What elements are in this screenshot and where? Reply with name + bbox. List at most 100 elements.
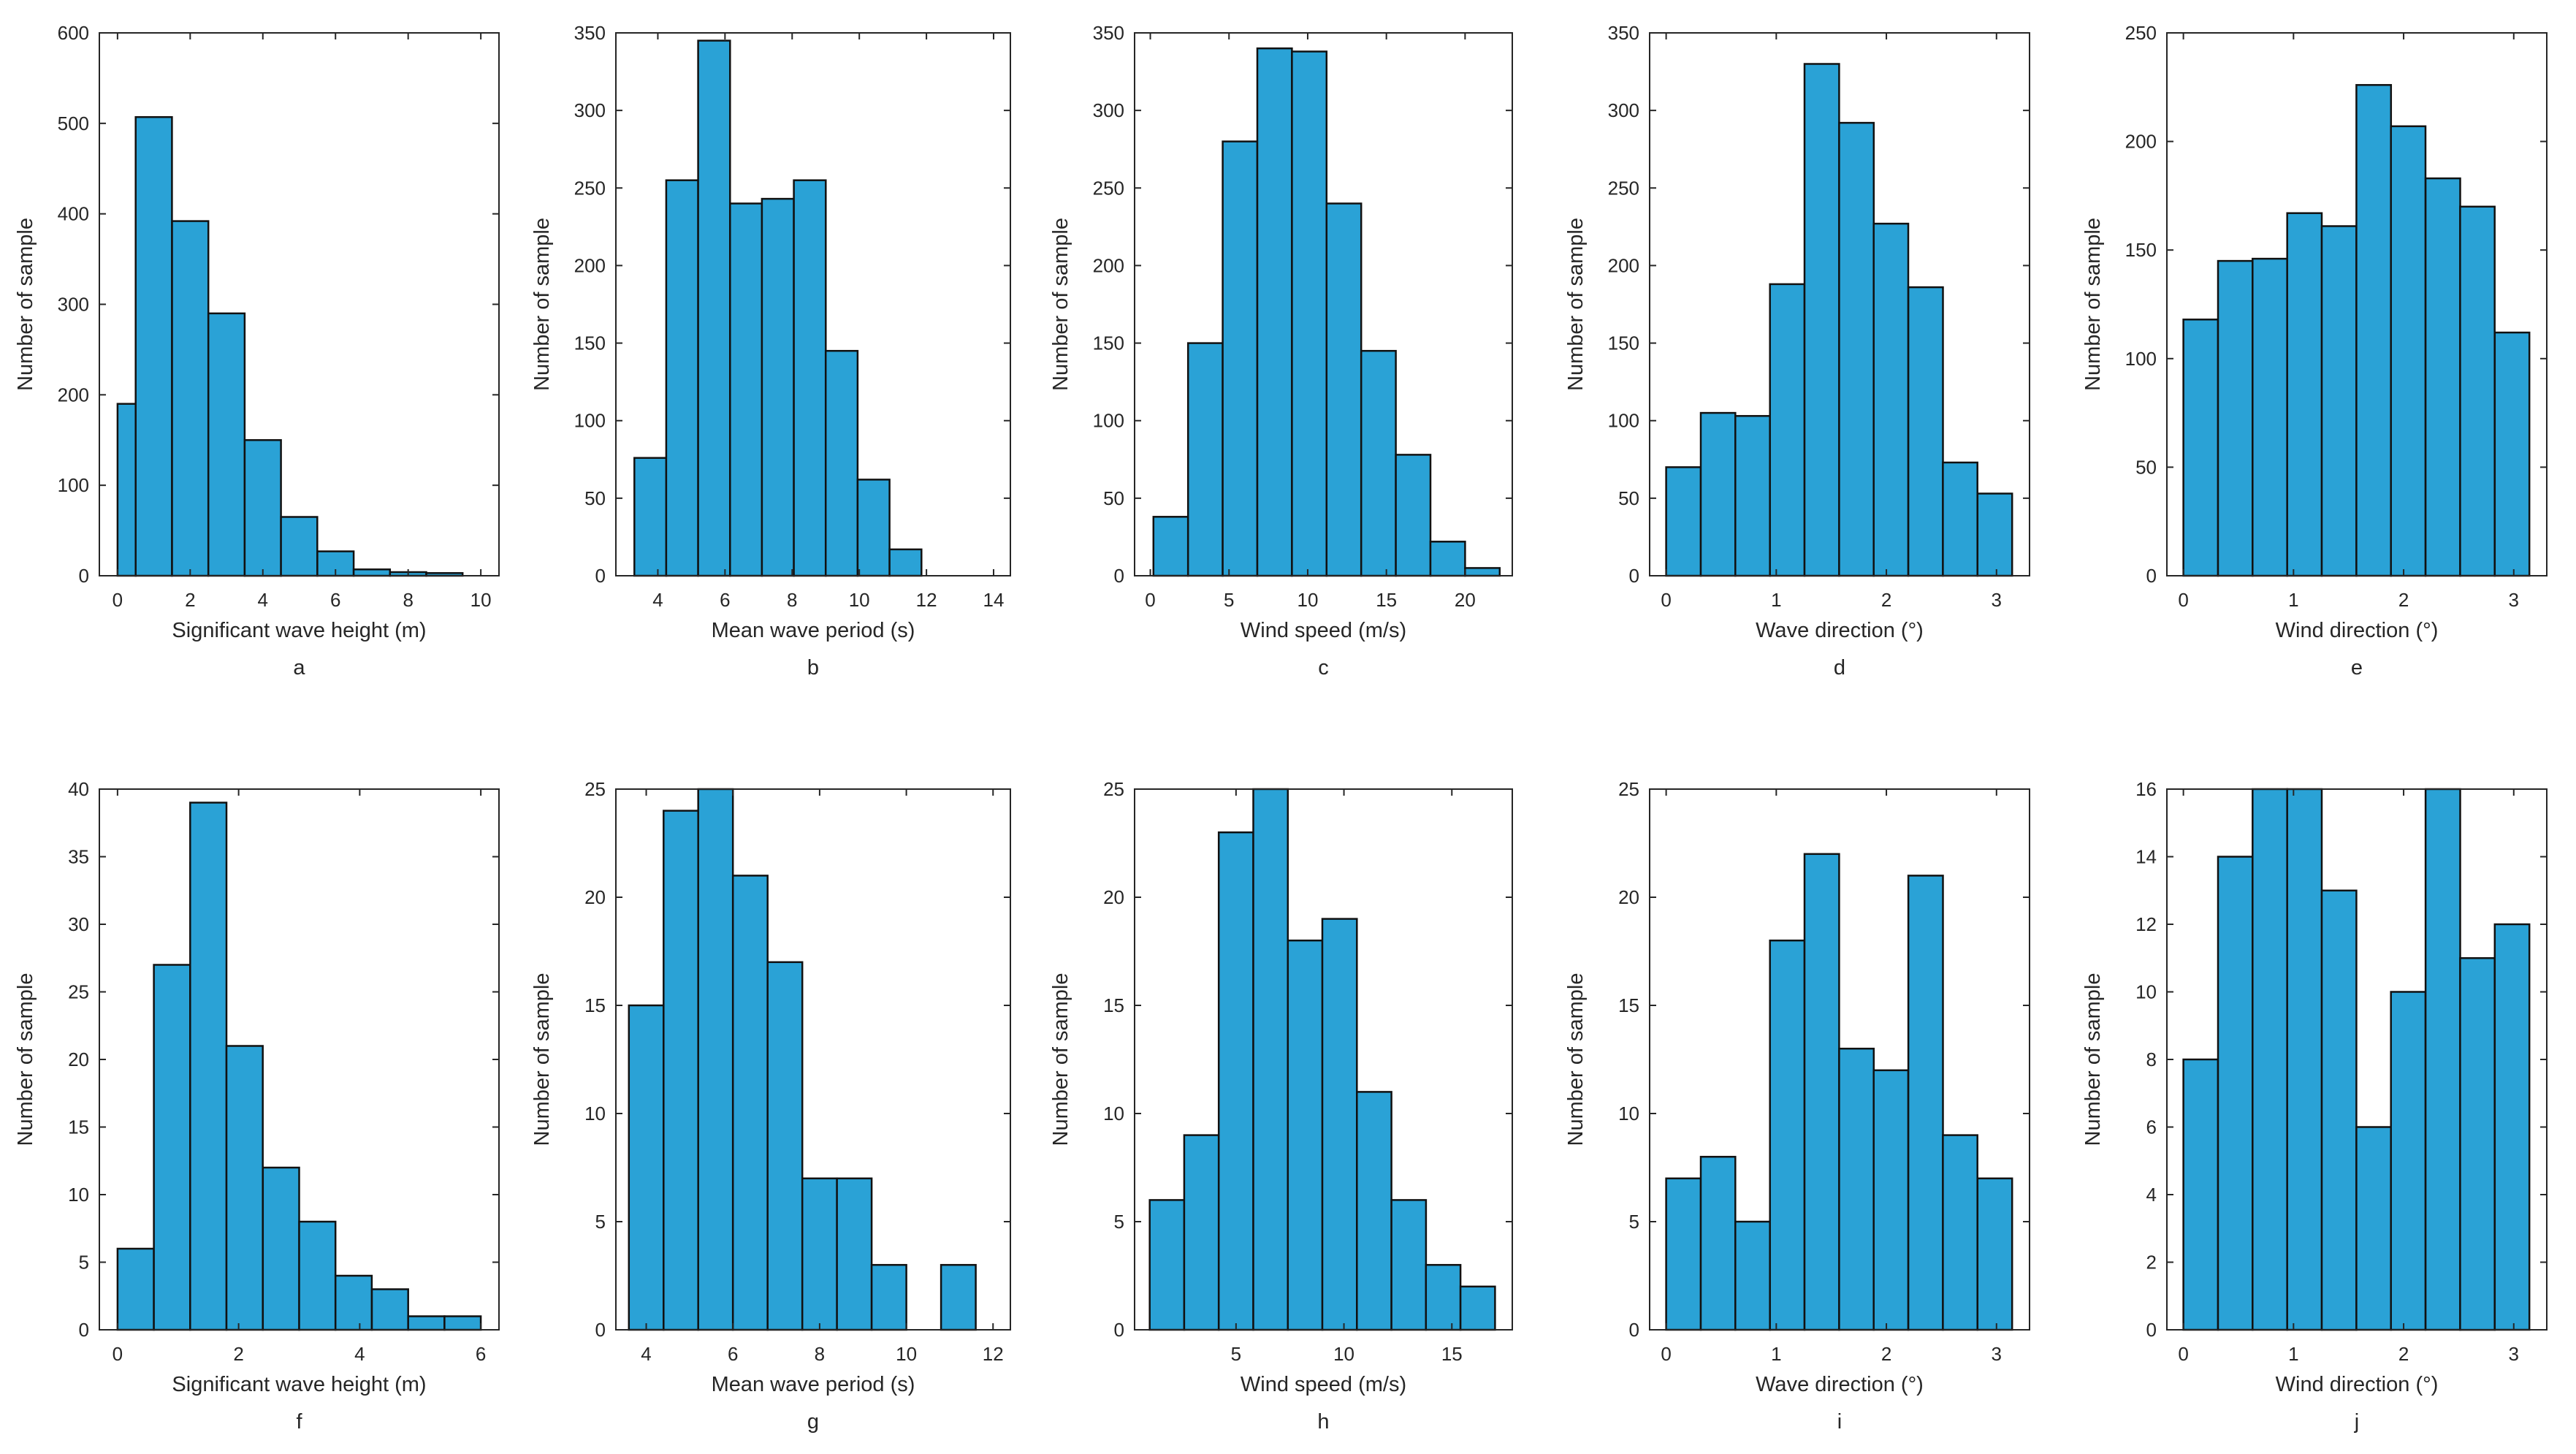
- x-axis-label: Wind direction (°): [2276, 1373, 2439, 1396]
- bar: [2424, 788, 2461, 1331]
- bar: [2182, 1058, 2219, 1331]
- bar: [940, 1263, 977, 1331]
- x-tick-label: 5: [1231, 1343, 1241, 1365]
- y-tick-label: 350: [1608, 22, 1639, 44]
- y-tick-label: 5: [1629, 1211, 1639, 1233]
- y-tick-label: 50: [1618, 487, 1639, 509]
- y-tick-label: 25: [1618, 778, 1639, 800]
- bar: [443, 1315, 482, 1331]
- y-tick-label: 500: [58, 113, 89, 134]
- x-tick-label: 2: [2398, 589, 2409, 611]
- y-tick-label: 14: [2135, 846, 2157, 868]
- bar: [1425, 1263, 1462, 1331]
- y-tick-label: 200: [1093, 254, 1124, 276]
- bar: [665, 179, 699, 577]
- x-tick-label: 2: [1881, 1343, 1891, 1365]
- axes-box: [1134, 788, 1513, 1331]
- x-tick-label: 12: [983, 1343, 1004, 1365]
- bar: [2286, 788, 2323, 1331]
- y-tick-label: 200: [58, 384, 89, 406]
- y-tick-label: 150: [1093, 332, 1124, 354]
- bar: [1803, 853, 1840, 1331]
- bar: [793, 179, 827, 577]
- bar: [1907, 286, 1944, 577]
- bar: [407, 1315, 446, 1331]
- bar: [2493, 923, 2531, 1331]
- y-tick-label: 300: [58, 294, 89, 316]
- bar: [1222, 140, 1259, 577]
- y-tick-label: 0: [1629, 565, 1639, 587]
- y-tick-label: 10: [68, 1184, 89, 1206]
- y-tick-label: 0: [1629, 1319, 1639, 1341]
- bar: [334, 1274, 373, 1331]
- y-tick-label: 40: [68, 778, 89, 800]
- y-tick-label: 20: [584, 886, 606, 908]
- panel-caption: b: [807, 656, 819, 680]
- panel-e: 0 50 100 150 200 250 0 1 2 3 Wind direction (°) Num…: [2081, 22, 2548, 680]
- y-tick-label: 4: [2146, 1184, 2157, 1206]
- x-tick-label: 20: [1455, 589, 1476, 611]
- y-tick-label: 300: [1608, 99, 1639, 121]
- y-tick-label: 0: [2146, 565, 2157, 587]
- x-tick-label: 12: [916, 589, 937, 611]
- y-tick-label: 150: [1608, 332, 1639, 354]
- bar: [1907, 875, 1944, 1331]
- panel-c: 0 50 100 150 200 250 300 350 0 5 10 15 20 Wind speed …: [1049, 22, 1513, 680]
- bar: [1183, 1134, 1220, 1331]
- y-tick-label: 8: [2146, 1048, 2157, 1070]
- x-tick-label: 6: [720, 589, 730, 611]
- bar: [1942, 1134, 1978, 1331]
- y-tick-label: 250: [1093, 177, 1124, 199]
- bar: [1390, 1199, 1428, 1331]
- bar: [766, 961, 804, 1331]
- x-tick-label: 4: [258, 589, 268, 611]
- y-tick-label: 100: [1608, 410, 1639, 432]
- x-axis-label: Significant wave height (m): [172, 619, 426, 642]
- bar: [116, 403, 137, 577]
- x-tick-label: 3: [1992, 1343, 2002, 1365]
- x-tick-label: 3: [1992, 589, 2002, 611]
- panel-a: 0 100 200 300 400 500 600 0 2 4 6 8 10 Significant wa…: [14, 22, 500, 680]
- bar: [189, 802, 228, 1331]
- bar: [2286, 212, 2323, 577]
- x-tick-label: 1: [1771, 1343, 1781, 1365]
- bar: [1838, 1047, 1875, 1331]
- bar: [171, 220, 210, 577]
- y-tick-label: 200: [2125, 131, 2157, 153]
- x-tick-label: 6: [476, 1343, 486, 1365]
- x-tick-label: 0: [1145, 589, 1155, 611]
- x-axis-label: Wind speed (m/s): [1241, 619, 1406, 642]
- y-tick-label: 10: [2135, 981, 2157, 1003]
- x-tick-label: 8: [403, 589, 413, 611]
- x-tick-label: 6: [330, 589, 340, 611]
- bar: [1356, 1091, 1392, 1331]
- y-tick-label: 15: [68, 1116, 89, 1138]
- y-tick-label: 150: [574, 332, 606, 354]
- x-tick-label: 10: [896, 1343, 917, 1365]
- bar: [697, 788, 734, 1331]
- bar: [1976, 492, 2013, 577]
- y-tick-label: 10: [1618, 1103, 1639, 1124]
- bar: [1942, 461, 1978, 577]
- x-axis-label: Wind speed (m/s): [1241, 1373, 1406, 1396]
- x-tick-label: 0: [2178, 1343, 2188, 1365]
- bar: [633, 457, 668, 577]
- panel-caption: d: [1834, 656, 1845, 680]
- x-tick-label: 10: [849, 589, 870, 611]
- x-axis-label: Mean wave period (s): [712, 619, 915, 642]
- axes-box: [615, 32, 1011, 576]
- y-tick-label: 350: [1093, 22, 1124, 44]
- x-tick-label: 4: [641, 1343, 651, 1365]
- y-tick-label: 5: [595, 1211, 606, 1233]
- y-tick-label: 100: [574, 410, 606, 432]
- bar: [1699, 1155, 1737, 1331]
- x-tick-label: 6: [728, 1343, 738, 1365]
- y-tick-label: 600: [58, 22, 89, 44]
- y-tick-label: 20: [1103, 886, 1124, 908]
- bar: [1459, 1285, 1496, 1331]
- bar: [2424, 177, 2461, 577]
- y-axis-label: Number of sample: [1049, 973, 1072, 1146]
- bar: [1429, 541, 1466, 577]
- y-tick-label: 250: [1608, 177, 1639, 199]
- y-tick-label: 0: [2146, 1319, 2157, 1341]
